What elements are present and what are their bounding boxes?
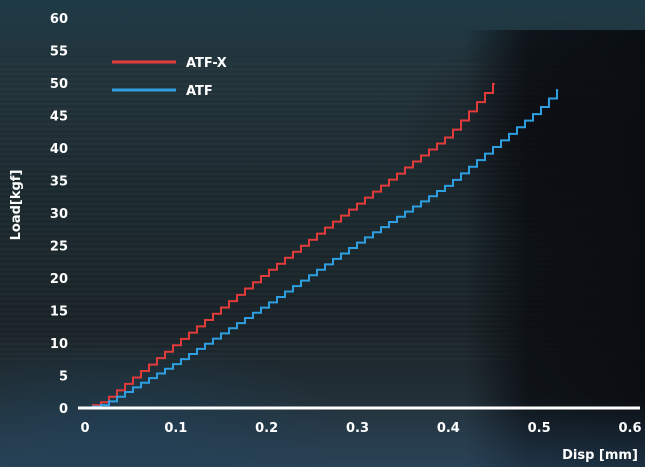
- series-line-atf-x: [78, 82, 495, 409]
- x-tick-label: 0.5: [528, 421, 551, 436]
- series-line-atf: [78, 88, 559, 409]
- y-tick-label: 55: [50, 45, 68, 60]
- y-tick-label: 0: [59, 402, 68, 417]
- y-axis-title: Load[kgf]: [9, 170, 24, 241]
- legend: ATF-X ATF: [112, 56, 227, 99]
- x-tick-labels: 0 0.1 0.2 0.3 0.4 0.5 0.6: [80, 421, 641, 436]
- y-tick-label: 30: [50, 207, 68, 222]
- y-tick-label: 20: [50, 272, 68, 287]
- y-tick-label: 10: [50, 337, 68, 352]
- series-layer: [78, 82, 559, 409]
- x-tick-label: 0.1: [164, 421, 187, 436]
- y-tick-label: 60: [50, 12, 68, 27]
- legend-label: ATF: [186, 84, 213, 99]
- y-tick-label: 5: [59, 370, 68, 385]
- x-axis-title: Disp [mm]: [562, 448, 638, 463]
- x-tick-label: 0.4: [437, 421, 460, 436]
- y-tick-labels: 0 5 10 15 20 25 30 35 40 45 50 55 60: [50, 12, 68, 417]
- x-tick-label: 0.3: [346, 421, 369, 436]
- background-bow-silhouette: [465, 30, 645, 467]
- y-tick-label: 50: [50, 77, 68, 92]
- x-tick-label: 0.6: [618, 421, 641, 436]
- y-tick-label: 25: [50, 240, 68, 255]
- y-tick-label: 40: [50, 142, 68, 157]
- legend-label: ATF-X: [186, 56, 227, 71]
- y-tick-label: 15: [50, 305, 68, 320]
- x-tick-label: 0.2: [255, 421, 278, 436]
- y-tick-label: 35: [50, 175, 68, 190]
- x-tick-label: 0: [80, 421, 89, 436]
- y-tick-label: 45: [50, 110, 68, 125]
